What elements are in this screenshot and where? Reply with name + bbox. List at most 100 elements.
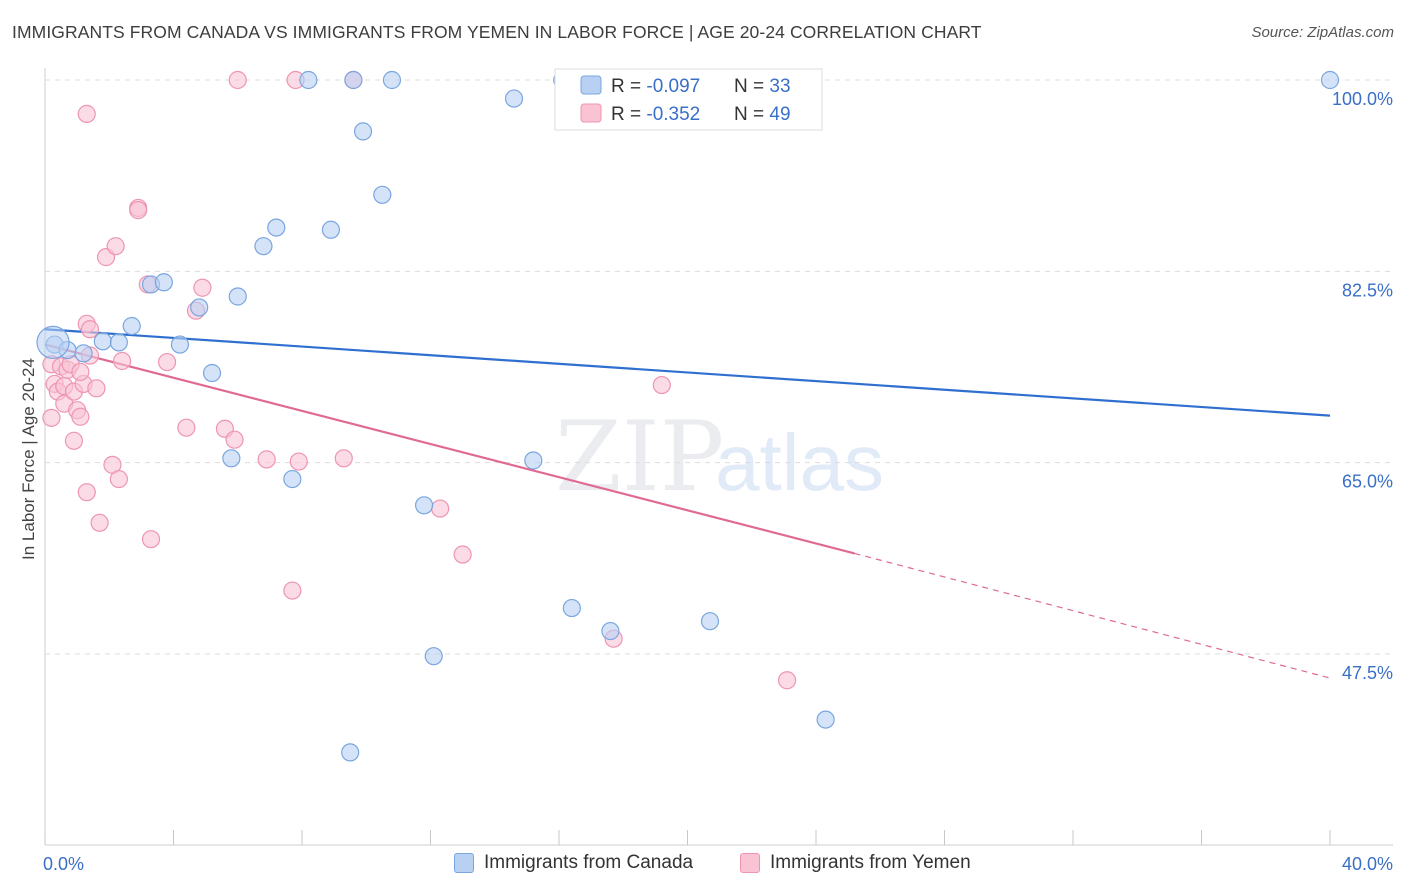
legend-canada-r-value: -0.097 [646, 76, 700, 97]
x-tick-label: 0.0% [43, 854, 84, 874]
y-tick-label: 65.0% [1342, 472, 1393, 492]
yemen-point [109, 469, 128, 489]
yemen-trend-extension [854, 552, 1331, 679]
canada-point [154, 273, 173, 292]
legend-canada-n-label: N = [734, 76, 769, 97]
watermark-atlas: atlas [715, 418, 884, 507]
canada-point [190, 298, 209, 317]
canada-point [816, 710, 835, 729]
y-tick-label: 82.5% [1342, 280, 1393, 300]
yemen-point [141, 530, 161, 549]
tick-label-layer: 47.5% 65.0% 82.5% 100.0% 0.0% 40.0% [43, 89, 1393, 874]
canada-point [93, 332, 112, 351]
chart-title: IMMIGRANTS FROM CANADA VS IMMIGRANTS FRO… [12, 22, 982, 42]
yemen-point [112, 351, 132, 371]
canada-point [382, 70, 402, 90]
yemen-point [652, 375, 671, 395]
x-tick-label: 40.0% [1342, 854, 1393, 874]
legend-canada-swatch [580, 75, 602, 95]
canada-point [344, 70, 363, 90]
svg-text:N = 33: N = 33 [734, 76, 791, 97]
yemen-point [777, 671, 797, 690]
y-tick-label: 47.5% [1342, 663, 1393, 683]
legend-canada-label: Immigrants from Canada [484, 852, 694, 873]
canada-point [109, 333, 128, 352]
grid-layer [45, 79, 1392, 655]
yemen-point [64, 431, 84, 450]
yemen-point [80, 320, 100, 339]
yemen-point [77, 104, 96, 123]
canada-point [341, 743, 360, 762]
canada-point [122, 316, 141, 336]
legend-yemen-swatch [580, 103, 602, 123]
yemen-point [90, 513, 109, 532]
legend-canada-n-value: 33 [769, 76, 790, 97]
yemen-point [228, 70, 247, 90]
canada-point [1320, 70, 1340, 90]
yemen-trend-line [44, 343, 855, 555]
canada-point [36, 325, 70, 359]
canada-point [170, 335, 190, 354]
canada-point [299, 70, 318, 90]
svg-text:R = -0.352: R = -0.352 [611, 104, 700, 125]
yemen-point [71, 362, 90, 382]
canada-trend-line [44, 328, 1331, 417]
axes-layer [44, 68, 1393, 846]
yemen-point [157, 352, 177, 372]
legend-bottom: Immigrants from Canada Immigrants from Y… [0, 852, 1406, 878]
yemen-point [453, 545, 472, 564]
points-layer [36, 70, 1340, 762]
svg-text:N = 49: N = 49 [734, 104, 791, 125]
legend-yemen-r-value: -0.352 [646, 104, 700, 125]
legend-yemen-marker [740, 853, 760, 873]
canada-point [254, 237, 273, 256]
legend-yemen-n-label: N = [734, 104, 769, 125]
trend-layer [44, 328, 1331, 679]
canada-point [353, 122, 373, 141]
legend-top: R = -0.097 N = 33 R = -0.352 N = 49 [554, 68, 823, 131]
legend-yemen-r-label: R = [611, 104, 646, 125]
canada-point [321, 220, 341, 239]
legend-yemen-label: Immigrants from Yemen [770, 852, 971, 873]
canada-point [700, 612, 720, 631]
canada-point [504, 89, 524, 108]
canada-point [414, 496, 434, 515]
yemen-point [129, 201, 148, 220]
canada-point [562, 598, 581, 618]
legend-canada-r-label: R = [611, 76, 646, 97]
y-tick-label: 100.0% [1332, 89, 1393, 109]
canada-point [424, 647, 443, 666]
canada-point [373, 185, 392, 204]
yemen-point [87, 379, 106, 398]
canada-point [202, 363, 222, 383]
canada-point [228, 287, 247, 306]
legend-item-canada[interactable]: Immigrants from Canada [454, 852, 693, 874]
canada-point [283, 469, 302, 489]
yemen-point [71, 407, 90, 426]
yemen-point [42, 408, 61, 427]
canada-point [74, 344, 93, 363]
yemen-point [283, 581, 302, 600]
yemen-point [334, 449, 353, 468]
legend-item-yemen[interactable]: Immigrants from Yemen [740, 852, 971, 874]
yemen-point [257, 450, 276, 469]
yemen-point [193, 278, 212, 297]
yemen-point [77, 483, 96, 502]
yemen-point [289, 452, 308, 471]
watermark: ZIP atlas [555, 401, 884, 513]
canada-point [524, 451, 543, 470]
yemen-point [106, 237, 125, 256]
canada-point [267, 218, 286, 237]
svg-text:R = -0.097: R = -0.097 [611, 76, 700, 97]
yemen-point [177, 418, 196, 437]
source-credit: Source: ZipAtlas.com [1251, 24, 1394, 41]
yemen-point [225, 430, 244, 449]
legend-canada-marker [454, 853, 474, 873]
y-axis-label: In Labor Force | Age 20-24 [19, 358, 38, 560]
yemen-point [431, 499, 450, 518]
legend-yemen-n-value: 49 [769, 104, 790, 125]
canada-point [601, 621, 620, 641]
canada-point [222, 449, 241, 468]
watermark-zip: ZIP [555, 401, 724, 513]
